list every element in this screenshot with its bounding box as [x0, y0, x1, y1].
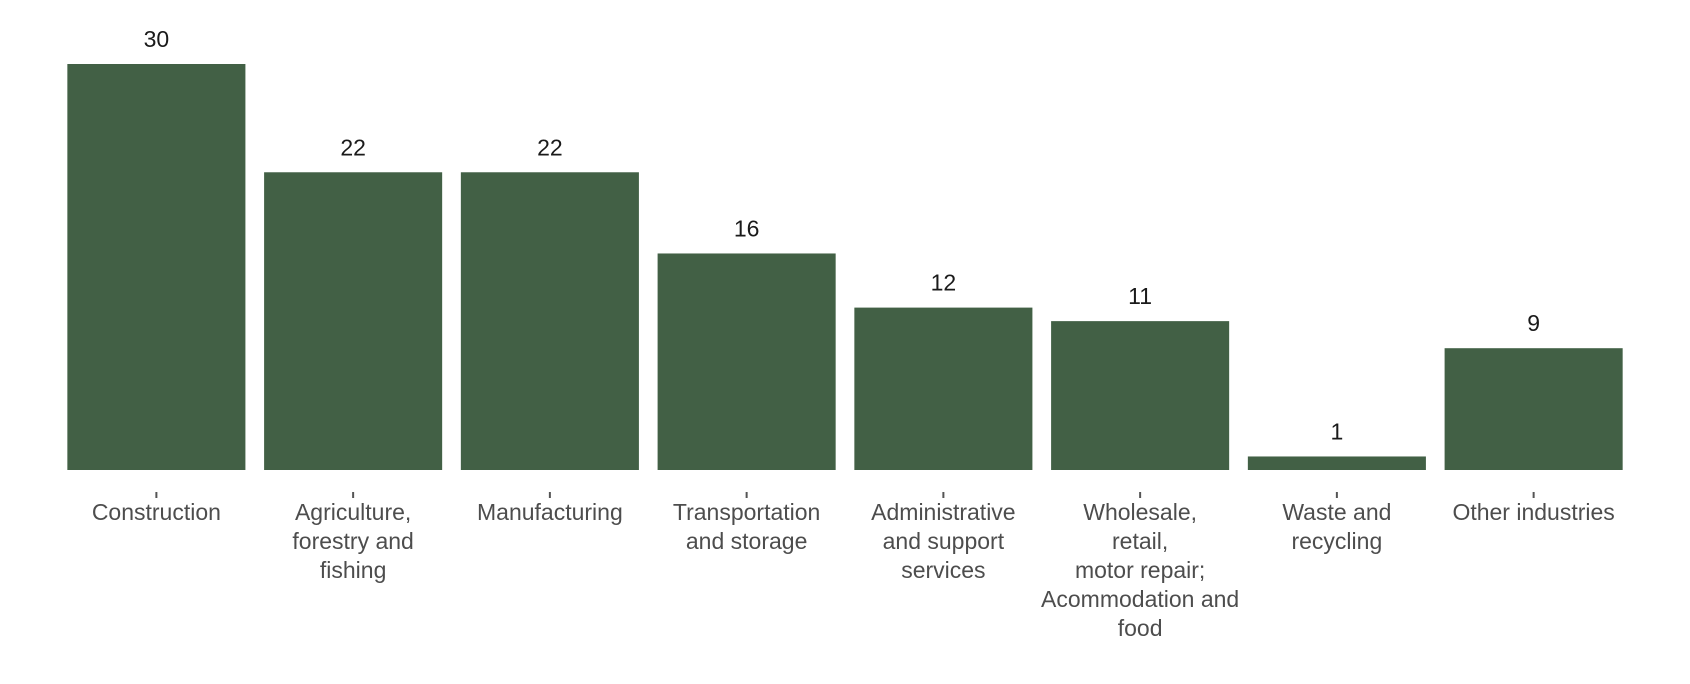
x-tick-label-line: Waste and: [1282, 499, 1391, 525]
data-label-2: 22: [340, 134, 366, 160]
data-label-7: 1: [1330, 418, 1343, 444]
x-tick-label-line: services: [901, 557, 985, 583]
data-label-4: 16: [734, 215, 760, 241]
x-tick-label-4: Transportation and storage: [673, 499, 820, 554]
x-tick-label-line: and storage: [686, 528, 807, 554]
data-label-3: 22: [537, 134, 563, 160]
x-tick-label-line: Wholesale,: [1083, 499, 1197, 525]
bar-7: [1247, 456, 1426, 470]
x-tick-label-line: and support: [883, 528, 1005, 554]
bars-group: [67, 64, 1623, 470]
x-tick-label-6: Wholesale, retail, motor repair; Acommodati…: [1041, 499, 1239, 641]
x-tick-label-line: fishing: [320, 557, 386, 583]
bar-3: [460, 172, 639, 470]
bar-2: [264, 172, 443, 470]
x-tick-label-5: Administrative and support services: [871, 499, 1015, 583]
bar-5: [854, 307, 1033, 470]
bar-4: [657, 253, 836, 470]
x-tick-label-7: Waste and recycling: [1282, 499, 1391, 554]
x-tick-label-line: Manufacturing: [477, 499, 623, 525]
data-label-8: 9: [1527, 310, 1540, 336]
x-tick-label-line: Agriculture,: [295, 499, 411, 525]
x-tick-label-line: retail,: [1112, 528, 1168, 554]
x-tick-label-line: motor repair;: [1075, 557, 1205, 583]
x-tick-label-2: Agriculture, forestry and fishing: [292, 499, 413, 583]
x-tick-label-line: recycling: [1291, 528, 1382, 554]
bar-8: [1444, 348, 1623, 470]
x-tick-label-line: Other industries: [1452, 499, 1614, 525]
data-label-6: 11: [1128, 283, 1152, 309]
x-tick-label-line: Transportation: [673, 499, 820, 525]
data-label-1: 30: [144, 26, 170, 52]
bar-1: [67, 64, 246, 470]
x-tick-label-line: Administrative: [871, 499, 1015, 525]
x-tick-label-line: food: [1118, 615, 1163, 641]
bar-6: [1051, 321, 1230, 470]
x-tick-label-3: Manufacturing: [477, 499, 623, 525]
x-tick-label-line: forestry and: [292, 528, 413, 554]
x-axis-ticks-group: [155, 492, 1535, 498]
x-tick-label-line: Construction: [92, 499, 221, 525]
x-tick-label-8: Other industries: [1452, 499, 1614, 525]
data-label-5: 12: [931, 270, 957, 296]
x-axis-labels-group: Construction Agriculture, forestry and fish…: [92, 499, 1615, 641]
x-tick-label-1: Construction: [92, 499, 221, 525]
x-tick-label-line: Acommodation and: [1041, 586, 1239, 612]
